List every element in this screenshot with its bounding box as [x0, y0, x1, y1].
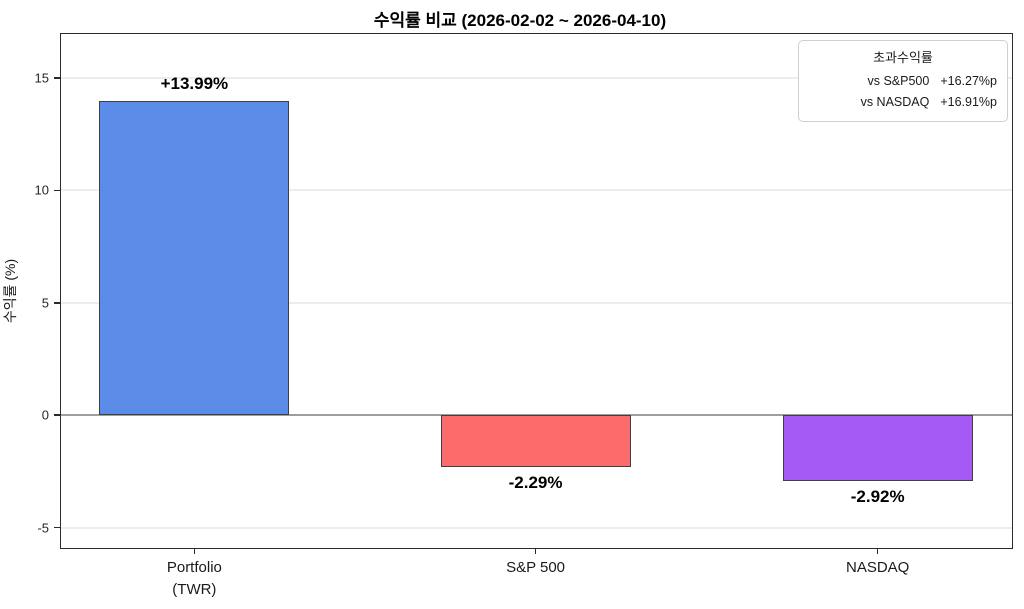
x-tick-mark [193, 549, 196, 554]
y-tick-mark [54, 77, 60, 79]
y-tick-label: 0 [41, 407, 49, 423]
y-axis-title: 수익률 (%) [2, 258, 18, 324]
bar-value-label: -2.29% [508, 472, 563, 492]
legend-row-value: +16.91%p [940, 95, 997, 110]
x-tick-label: Portfolio (TWR) [166, 559, 222, 598]
gridline [61, 76, 1012, 79]
y-tick-label: 10 [34, 182, 49, 198]
y-tick-mark [54, 414, 60, 416]
gridline [61, 526, 1012, 529]
bar-value-label: -2.92% [850, 486, 905, 506]
legend-box: 초과수익률 vs S&P500 +16.27%p vs NASDAQ +16.9… [798, 40, 1008, 122]
legend-row-label: vs NASDAQ [860, 95, 930, 110]
bar-1 [99, 100, 290, 416]
chart-title: 수익률 비교 (2026-02-02 ~ 2026-04-10) [373, 11, 667, 30]
bar-2 [440, 415, 631, 467]
x-tick-mark [876, 549, 879, 554]
y-tick-mark [54, 302, 60, 304]
gridline [61, 301, 1012, 304]
legend-row-label: vs S&P500 [867, 74, 930, 88]
x-tick-label: NASDAQ [845, 559, 910, 576]
legend-row-value: +16.27%p [940, 74, 997, 88]
x-tick-mark [534, 549, 537, 554]
x-tick-label: S&P 500 [506, 559, 566, 576]
y-tick-mark [54, 189, 60, 192]
y-tick-label: -5 [37, 520, 49, 536]
bar-3 [782, 415, 973, 481]
legend-title: 초과수익률 [873, 50, 933, 65]
legend-row: vs NASDAQ +16.91%p [807, 92, 999, 113]
bar-value-label: +13.99% [160, 73, 229, 93]
y-tick-label: 5 [41, 295, 49, 311]
gridline [61, 189, 1012, 192]
y-tick-mark [54, 526, 60, 529]
legend-row: vs S&P500 +16.27%p [807, 71, 999, 92]
y-tick-label: 15 [34, 70, 49, 86]
